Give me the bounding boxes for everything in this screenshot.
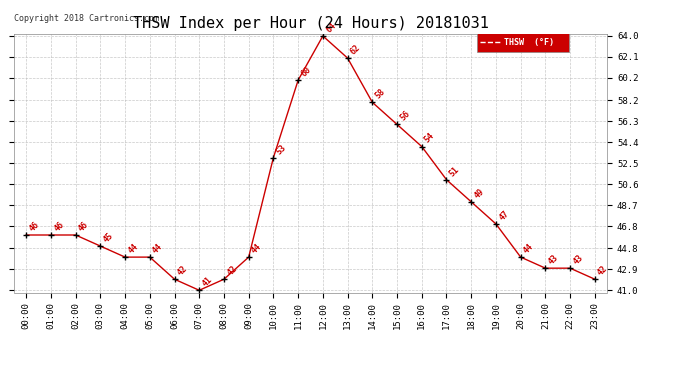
Text: 44: 44 [250, 242, 264, 255]
Text: 44: 44 [126, 242, 140, 255]
Text: 41: 41 [201, 275, 214, 289]
Text: 54: 54 [423, 132, 437, 145]
Text: 46: 46 [77, 220, 90, 233]
Text: 58: 58 [373, 87, 387, 100]
Text: Copyright 2018 Cartronics.com: Copyright 2018 Cartronics.com [14, 14, 159, 23]
Text: 42: 42 [176, 264, 189, 278]
Text: 44: 44 [522, 242, 535, 255]
Text: 43: 43 [571, 253, 585, 267]
Text: 47: 47 [497, 209, 511, 222]
Text: 64: 64 [324, 21, 337, 34]
Text: 42: 42 [596, 264, 609, 278]
Text: 45: 45 [101, 231, 115, 244]
Text: 44: 44 [151, 242, 164, 255]
Text: 56: 56 [398, 110, 412, 123]
Text: 42: 42 [225, 264, 239, 278]
Text: 51: 51 [448, 165, 461, 178]
Text: 46: 46 [52, 220, 66, 233]
Text: 60: 60 [299, 65, 313, 78]
Text: 62: 62 [349, 43, 362, 56]
Text: 49: 49 [473, 187, 486, 200]
Text: 53: 53 [275, 142, 288, 156]
FancyBboxPatch shape [477, 33, 569, 52]
Text: 43: 43 [546, 253, 560, 267]
Text: THSW  (°F): THSW (°F) [504, 38, 553, 46]
Title: THSW Index per Hour (24 Hours) 20181031: THSW Index per Hour (24 Hours) 20181031 [132, 16, 489, 31]
Text: 46: 46 [28, 220, 41, 233]
